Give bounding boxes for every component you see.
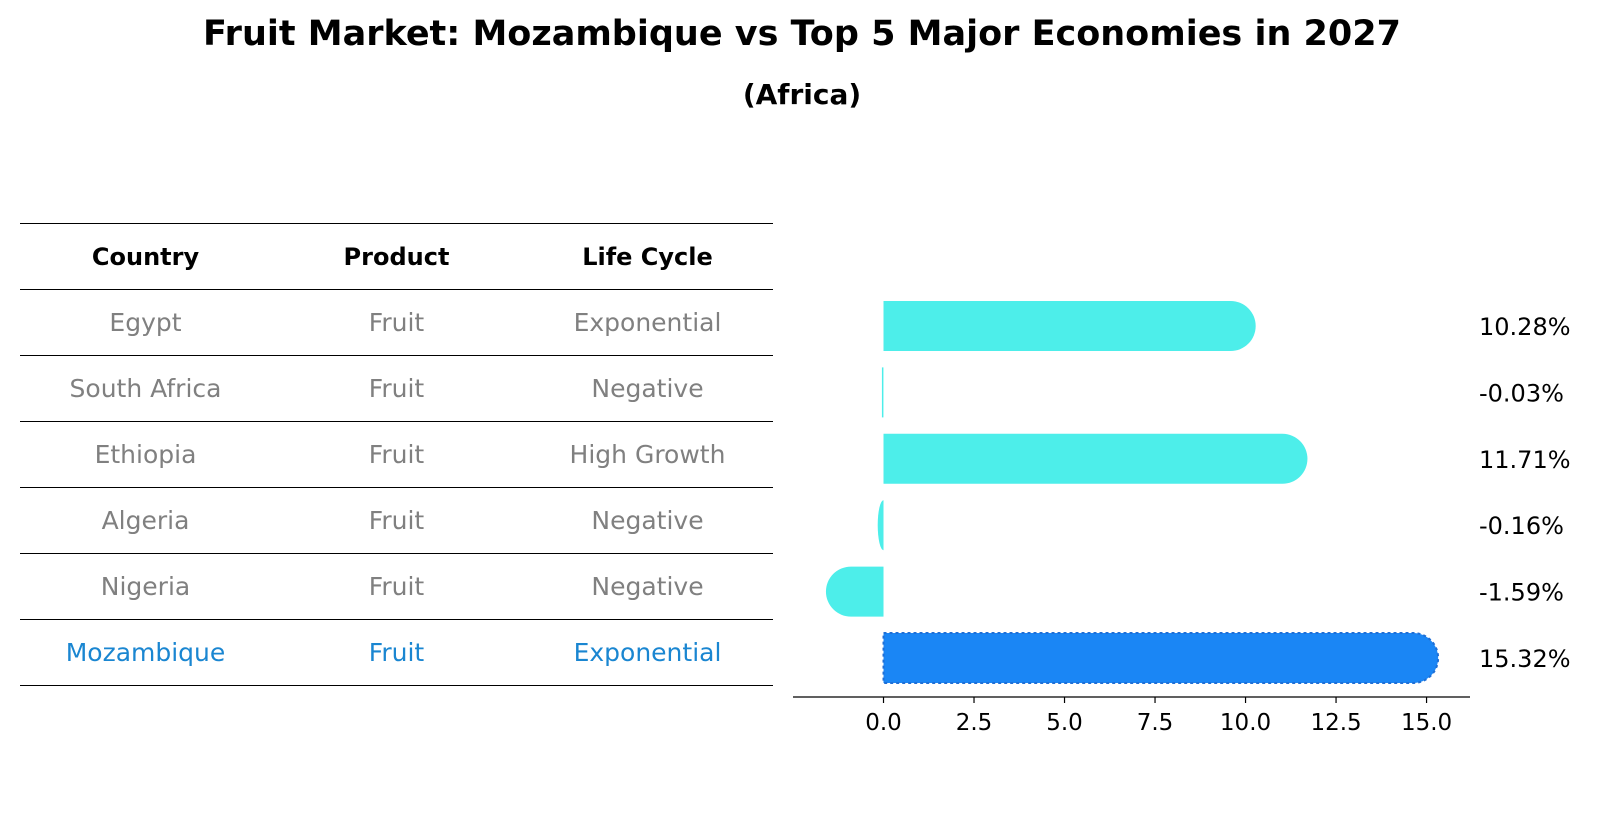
life-cycle-cell: Exponential — [573, 638, 722, 667]
x-tick-label: 2.5 — [956, 710, 993, 736]
product-cell: Fruit — [368, 572, 425, 601]
value-label: -1.59% — [1479, 579, 1564, 607]
product-cell: Fruit — [368, 506, 425, 535]
table-row: South Africa Fruit Negative — [20, 355, 773, 421]
bar — [883, 301, 1256, 351]
country-cell: South Africa — [69, 374, 222, 403]
value-label: 15.32% — [1479, 645, 1571, 673]
life-cycle-cell: Negative — [591, 506, 704, 535]
value-label: 10.28% — [1479, 313, 1571, 341]
bar-highlight-outline — [882, 632, 1440, 684]
value-label: 11.71% — [1479, 446, 1571, 474]
bar — [883, 433, 1308, 484]
country-cell: Nigeria — [100, 572, 191, 601]
life-cycle-cell: High Growth — [569, 440, 726, 469]
life-cycle-cell: Negative — [591, 572, 704, 601]
table-row-highlight: Mozambique Fruit Exponential — [20, 619, 773, 686]
chart-subtitle: (Africa) — [742, 78, 862, 111]
life-cycle-cell: Exponential — [573, 308, 722, 337]
country-cell: Ethiopia — [94, 440, 197, 469]
country-cell: Algeria — [101, 506, 190, 535]
table-row: Egypt Fruit Exponential — [20, 289, 773, 355]
country-cell: Mozambique — [65, 638, 226, 667]
header-life-cycle: Life Cycle — [582, 242, 713, 271]
product-cell: Fruit — [368, 440, 425, 469]
data-table: Country Product Life Cycle Egypt Fruit E… — [20, 223, 773, 686]
value-label: -0.16% — [1479, 512, 1564, 540]
table-header-row: Country Product Life Cycle — [20, 223, 773, 289]
header-product: Product — [343, 242, 450, 271]
bar — [825, 566, 884, 617]
x-tick-label: 15.0 — [1401, 710, 1452, 736]
bar — [881, 367, 884, 418]
product-cell: Fruit — [368, 374, 425, 403]
life-cycle-cell: Negative — [591, 374, 704, 403]
bar — [877, 500, 884, 551]
x-tick-label: 5.0 — [1046, 710, 1083, 736]
chart-title: Fruit Market: Mozambique vs Top 5 Major … — [203, 14, 1401, 54]
x-tick-label: 0.0 — [865, 710, 902, 736]
value-label: -0.03% — [1479, 379, 1564, 407]
table-row: Algeria Fruit Negative — [20, 487, 773, 553]
x-tick-label: 10.0 — [1220, 710, 1271, 736]
country-cell: Egypt — [109, 308, 182, 337]
product-cell: Fruit — [368, 308, 425, 337]
table-row: Ethiopia Fruit High Growth — [20, 421, 773, 487]
x-tick-label: 12.5 — [1310, 710, 1361, 736]
product-cell: Fruit — [368, 638, 425, 667]
table-row: Nigeria Fruit Negative — [20, 553, 773, 619]
x-tick-label: 7.5 — [1137, 710, 1174, 736]
header-country: Country — [91, 242, 200, 271]
bar — [883, 633, 1439, 683]
